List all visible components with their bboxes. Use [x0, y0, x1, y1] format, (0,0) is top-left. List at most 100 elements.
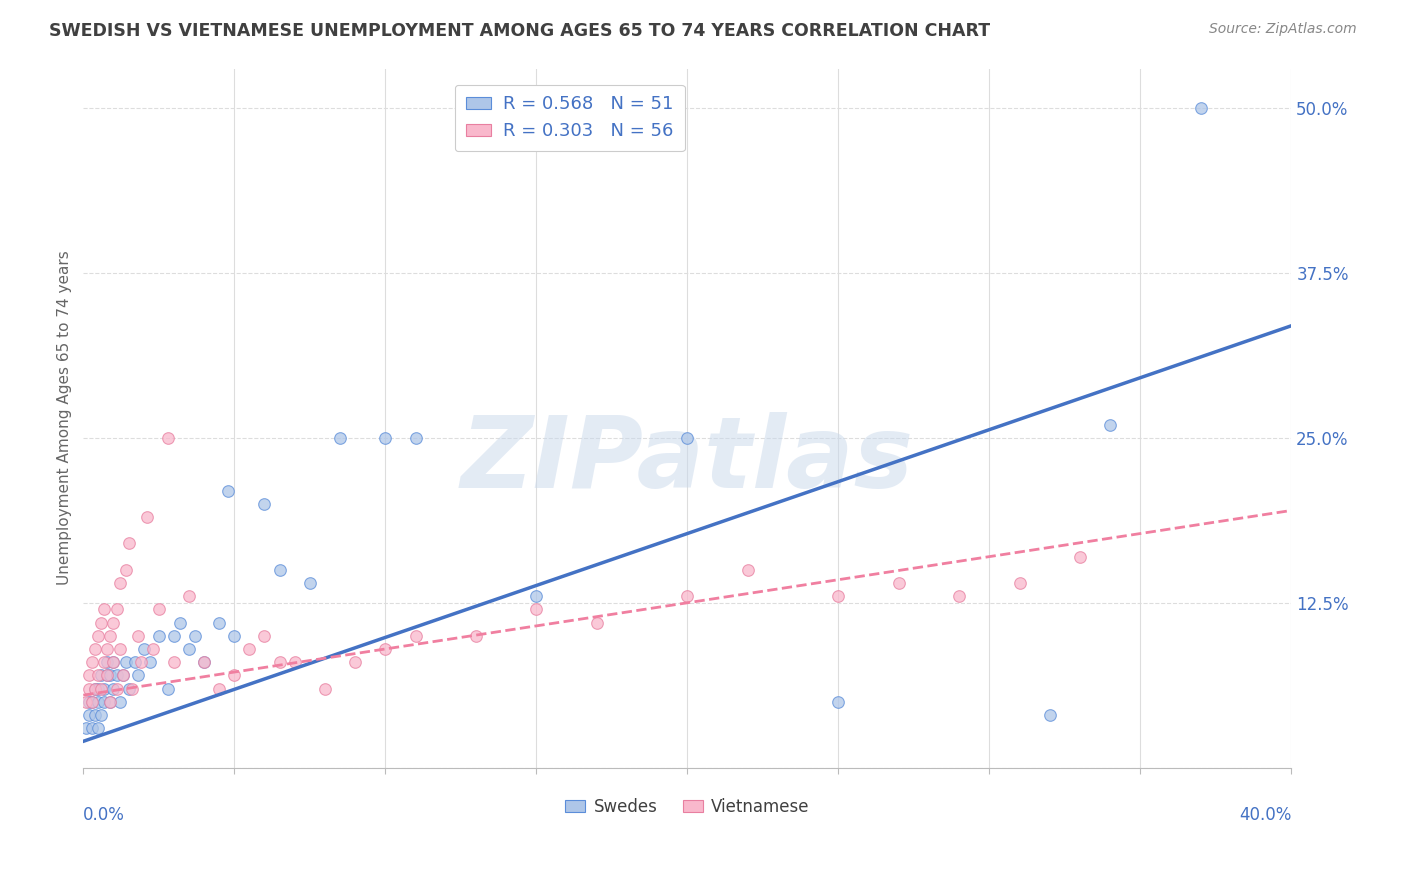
Point — [93, 681, 115, 696]
Point — [105, 668, 128, 682]
Point — [93, 602, 115, 616]
Point — [105, 602, 128, 616]
Point — [585, 615, 607, 630]
Point — [127, 629, 149, 643]
Text: 0.0%: 0.0% — [83, 806, 125, 824]
Point — [111, 668, 134, 682]
Point — [329, 431, 352, 445]
Point — [108, 576, 131, 591]
Point — [132, 642, 155, 657]
Point — [82, 655, 104, 669]
Point — [127, 668, 149, 682]
Point — [96, 668, 118, 682]
Point — [1039, 707, 1062, 722]
Point — [374, 431, 396, 445]
Point — [117, 681, 139, 696]
Point — [82, 695, 104, 709]
Point — [75, 721, 97, 735]
Point — [1008, 576, 1031, 591]
Point — [405, 629, 427, 643]
Point — [284, 655, 307, 669]
Point — [87, 681, 110, 696]
Point — [84, 681, 107, 696]
Point — [108, 642, 131, 657]
Point — [87, 629, 110, 643]
Point — [75, 695, 97, 709]
Point — [253, 497, 276, 511]
Point — [148, 629, 170, 643]
Point — [224, 629, 246, 643]
Point — [84, 681, 107, 696]
Y-axis label: Unemployment Among Ages 65 to 74 years: Unemployment Among Ages 65 to 74 years — [58, 251, 72, 585]
Point — [111, 668, 134, 682]
Point — [135, 510, 157, 524]
Point — [82, 695, 104, 709]
Point — [79, 707, 101, 722]
Text: Source: ZipAtlas.com: Source: ZipAtlas.com — [1209, 22, 1357, 37]
Point — [93, 655, 115, 669]
Point — [524, 602, 547, 616]
Point — [238, 642, 260, 657]
Point — [827, 589, 849, 603]
Point — [208, 615, 231, 630]
Point — [103, 615, 125, 630]
Point — [121, 681, 143, 696]
Point — [184, 629, 207, 643]
Point — [96, 642, 118, 657]
Point — [79, 668, 101, 682]
Point — [344, 655, 367, 669]
Point — [124, 655, 146, 669]
Point — [163, 655, 186, 669]
Point — [87, 721, 110, 735]
Point — [142, 642, 165, 657]
Point — [163, 629, 186, 643]
Point — [93, 695, 115, 709]
Point — [105, 681, 128, 696]
Point — [177, 589, 200, 603]
Point — [156, 431, 179, 445]
Point — [1099, 417, 1122, 432]
Point — [103, 655, 125, 669]
Point — [100, 695, 122, 709]
Point — [737, 563, 759, 577]
Point — [1189, 101, 1212, 115]
Point — [87, 668, 110, 682]
Point — [948, 589, 970, 603]
Point — [405, 431, 427, 445]
Point — [103, 655, 125, 669]
Point — [79, 695, 101, 709]
Point — [100, 695, 122, 709]
Point — [117, 536, 139, 550]
Point — [114, 563, 136, 577]
Point — [224, 668, 246, 682]
Point — [100, 668, 122, 682]
Point — [156, 681, 179, 696]
Point — [269, 563, 291, 577]
Point — [100, 629, 122, 643]
Text: 40.0%: 40.0% — [1239, 806, 1291, 824]
Text: SWEDISH VS VIETNAMESE UNEMPLOYMENT AMONG AGES 65 TO 74 YEARS CORRELATION CHART: SWEDISH VS VIETNAMESE UNEMPLOYMENT AMONG… — [49, 22, 990, 40]
Point — [114, 655, 136, 669]
Point — [84, 707, 107, 722]
Point — [298, 576, 321, 591]
Point — [177, 642, 200, 657]
Point — [193, 655, 215, 669]
Point — [676, 589, 699, 603]
Point — [90, 668, 112, 682]
Point — [217, 483, 239, 498]
Point — [269, 655, 291, 669]
Point — [169, 615, 191, 630]
Point — [827, 695, 849, 709]
Point — [108, 695, 131, 709]
Point — [96, 655, 118, 669]
Point — [464, 629, 486, 643]
Point — [314, 681, 336, 696]
Point — [79, 681, 101, 696]
Point — [253, 629, 276, 643]
Text: ZIPatlas: ZIPatlas — [461, 411, 914, 508]
Point — [129, 655, 152, 669]
Point — [148, 602, 170, 616]
Point — [90, 681, 112, 696]
Point — [524, 589, 547, 603]
Point — [103, 681, 125, 696]
